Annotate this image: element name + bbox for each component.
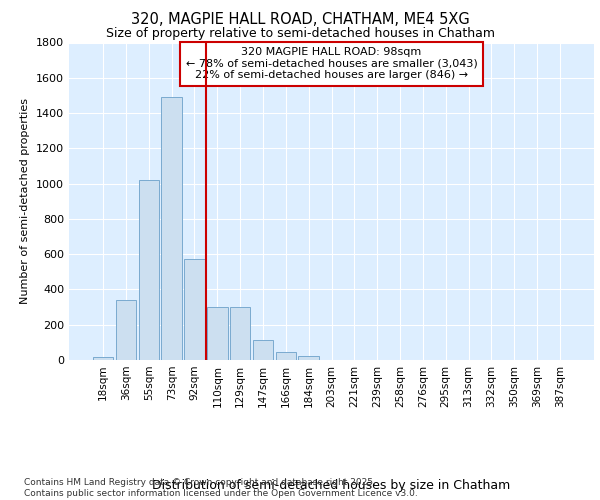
Bar [275,352,296,360]
Bar [230,307,250,360]
Bar [184,258,205,360]
Bar [253,340,273,360]
Bar [207,307,227,360]
Bar [298,356,319,360]
Text: Contains HM Land Registry data © Crown copyright and database right 2025.
Contai: Contains HM Land Registry data © Crown c… [24,478,418,498]
Text: 320 MAGPIE HALL ROAD: 98sqm
← 78% of semi-detached houses are smaller (3,043)
22: 320 MAGPIE HALL ROAD: 98sqm ← 78% of sem… [185,48,478,80]
Bar [93,358,113,360]
Y-axis label: Number of semi-detached properties: Number of semi-detached properties [20,98,31,304]
Text: 320, MAGPIE HALL ROAD, CHATHAM, ME4 5XG: 320, MAGPIE HALL ROAD, CHATHAM, ME4 5XG [131,12,469,28]
X-axis label: Distribution of semi-detached houses by size in Chatham: Distribution of semi-detached houses by … [152,479,511,492]
Text: Size of property relative to semi-detached houses in Chatham: Size of property relative to semi-detach… [106,28,494,40]
Bar [139,180,159,360]
Bar [161,97,182,360]
Bar [116,300,136,360]
